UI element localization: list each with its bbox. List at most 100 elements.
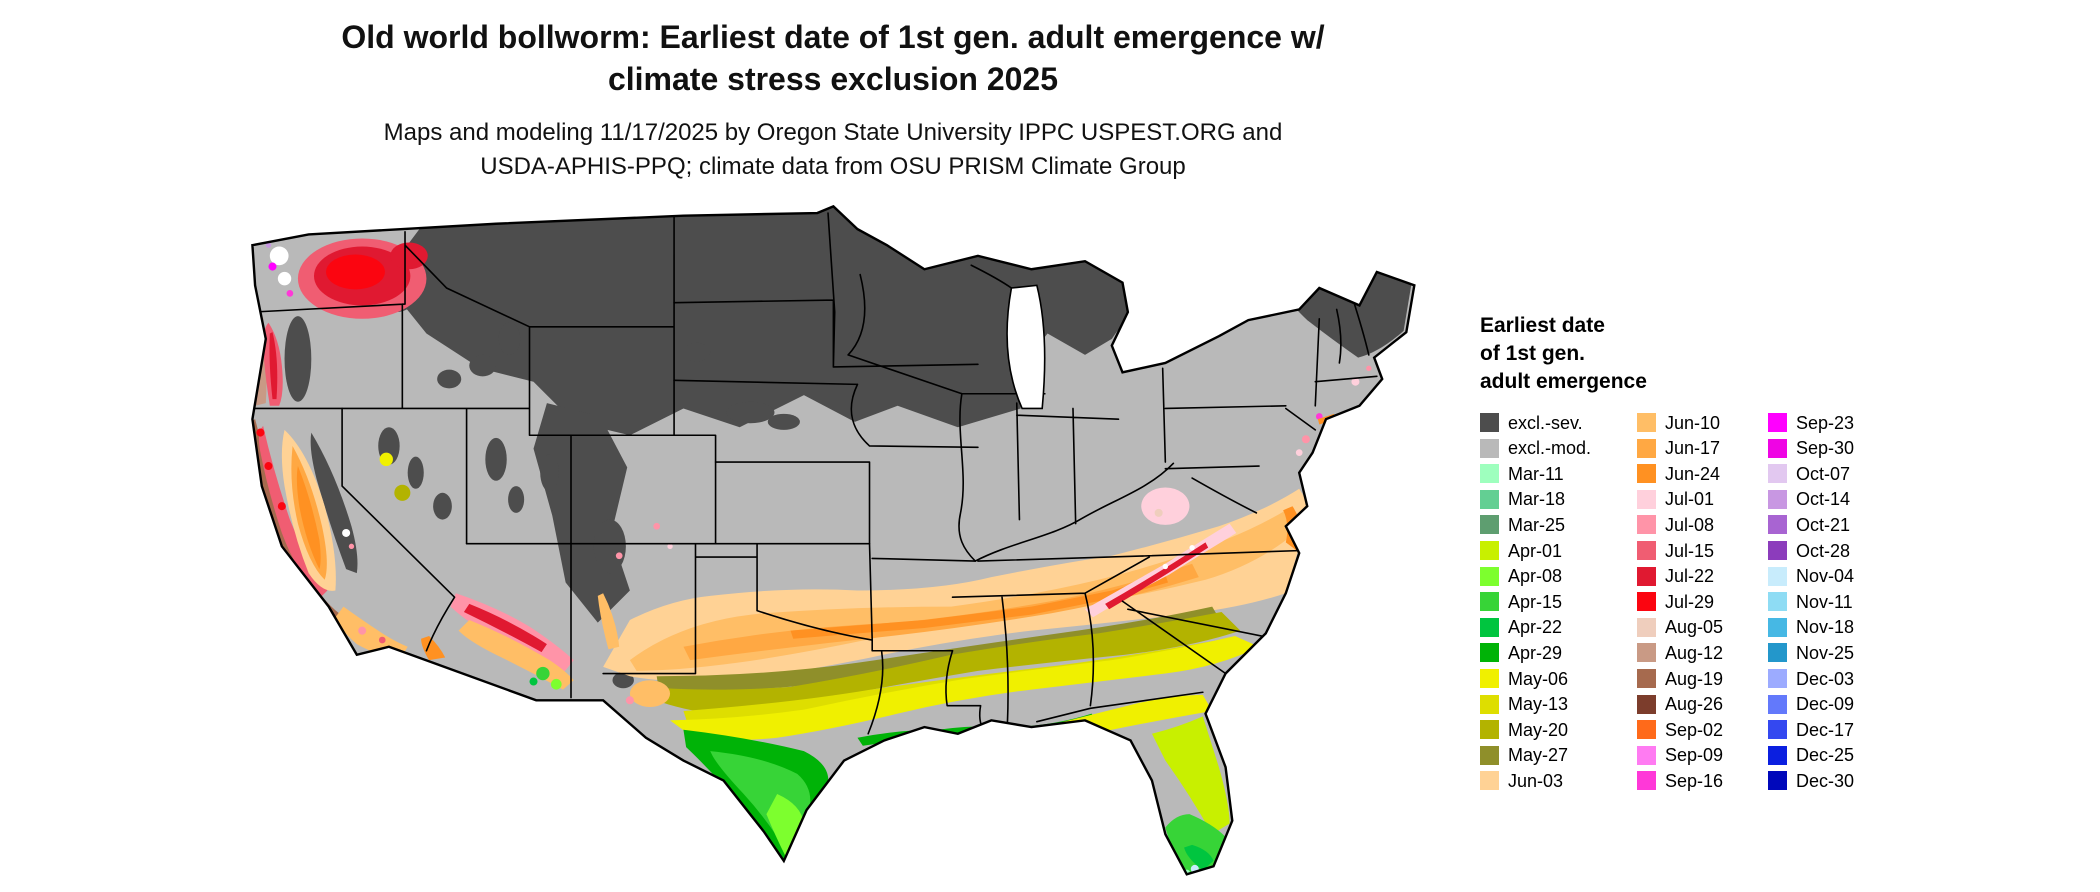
legend-title: Earliest date of 1st gen. adult emergenc… (1480, 314, 1647, 393)
legend-color-swatch (1637, 694, 1656, 714)
legend-entry: Oct-28 (1768, 538, 1910, 564)
legend-color-swatch (1637, 720, 1656, 740)
legend-color-swatch (1768, 541, 1787, 561)
legend-label: Jun-10 (1665, 412, 1721, 433)
legend-color-swatch (1768, 720, 1787, 740)
legend-label: Apr-08 (1508, 566, 1563, 587)
legend-entry: May-06 (1480, 666, 1637, 692)
region-excluded-severe (284, 206, 1412, 689)
legend-label: May-27 (1508, 745, 1569, 766)
legend-color-swatch (1637, 489, 1656, 509)
legend-color-swatch (1480, 413, 1499, 433)
legend-entry: Aug-05 (1637, 615, 1768, 641)
legend-entry: Jul-29 (1637, 589, 1768, 615)
legend-color-swatch (1480, 566, 1499, 586)
legend-entry: Dec-09 (1768, 691, 1910, 717)
legend-label: Nov-18 (1796, 617, 1855, 638)
region-arizona-newmexico (450, 552, 671, 707)
legend-entry: May-20 (1480, 717, 1637, 743)
legend-entry: Aug-12 (1637, 640, 1768, 666)
legend-label: May-13 (1508, 694, 1569, 715)
legend-color-swatch (1637, 669, 1656, 688)
legend-color-swatch (1768, 669, 1787, 688)
legend-color-swatch (1480, 489, 1499, 509)
legend-label: Oct-07 (1796, 463, 1851, 484)
legend-color-swatch (1637, 541, 1656, 561)
legend-entry: Mar-18 (1480, 487, 1637, 513)
page-title-line1: Old world bollworm: Earliest date of 1st… (341, 19, 1325, 55)
legend-label: Mar-18 (1508, 489, 1566, 510)
legend-color-swatch (1768, 771, 1787, 791)
legend-entry: excl.-sev. (1480, 410, 1637, 436)
legend-label: Mar-11 (1508, 463, 1564, 484)
region-interior-west-accents (379, 452, 673, 550)
legend-label: Jul-29 (1665, 591, 1715, 612)
region-early-may-band (670, 636, 1260, 740)
legend-entry: Nov-25 (1768, 640, 1910, 666)
legend-entry: Nov-11 (1768, 589, 1910, 615)
legend-color-swatch (1480, 592, 1499, 612)
legend-color-swatch (1768, 489, 1787, 509)
legend-color-swatch (1480, 694, 1499, 714)
subtitle: Maps and modeling 11/17/2025 by Oregon S… (200, 116, 1466, 183)
legend-entry: Apr-01 (1480, 538, 1637, 564)
legend-entry: Jul-08 (1637, 512, 1768, 538)
legend-grid: excl.-sev. excl.-mod. Mar-11 Mar-18 Mar-25 Ap… (1480, 410, 1920, 794)
legend-label: Nov-25 (1796, 642, 1855, 663)
legend-entry: May-27 (1480, 742, 1637, 768)
legend-label: Aug-19 (1665, 668, 1724, 689)
legend-entry: Sep-23 (1768, 410, 1910, 436)
legend-entry: Jun-24 (1637, 461, 1768, 487)
legend-color-swatch (1637, 438, 1656, 458)
legend-label: Sep-02 (1665, 719, 1724, 740)
legend-entry: Nov-04 (1768, 563, 1910, 589)
legend-entry: Sep-02 (1637, 717, 1768, 743)
legend-label: Sep-16 (1665, 770, 1724, 791)
legend-entry: Apr-29 (1480, 640, 1637, 666)
legend-label: May-06 (1508, 668, 1569, 689)
region-pacific-northwest (252, 238, 428, 406)
subtitle-line2: USDA-APHIS-PPQ; climate data from OSU PR… (480, 153, 1186, 181)
legend-column-1: excl.-sev. excl.-mod. Mar-11 Mar-18 Mar-25 Ap… (1480, 410, 1637, 794)
legend-color-swatch (1768, 464, 1787, 484)
legend-color-swatch (1768, 745, 1787, 765)
legend-label: Jul-15 (1665, 540, 1715, 561)
legend-entry: Apr-08 (1480, 563, 1637, 589)
legend-label: Aug-12 (1665, 642, 1724, 663)
legend-column-2: Jun-10 Jun-17 Jun-24 Jul-01 Jul-08 Jul-15 Jul-… (1637, 410, 1768, 794)
legend-label: Jul-22 (1665, 566, 1715, 587)
legend-label: Dec-30 (1796, 770, 1855, 791)
legend-entry: Dec-17 (1768, 717, 1910, 743)
legend-entry: Mar-11 (1480, 461, 1637, 487)
legend-label: Sep-09 (1665, 745, 1724, 766)
legend-label: Oct-21 (1796, 514, 1851, 535)
legend-color-swatch (1480, 720, 1499, 740)
header: Old world bollworm: Earliest date of 1st… (200, 16, 1466, 184)
legend-color-swatch (1637, 643, 1656, 663)
legend-label: Jul-08 (1665, 514, 1715, 535)
legend-entry: Oct-07 (1768, 461, 1910, 487)
legend-entry: Apr-22 (1480, 615, 1637, 641)
legend-color-swatch (1637, 566, 1656, 586)
legend-label: Apr-15 (1508, 591, 1563, 612)
legend-entry: Aug-19 (1637, 666, 1768, 692)
legend-entry: Sep-09 (1637, 742, 1768, 768)
legend-label: Aug-05 (1665, 617, 1724, 638)
legend-color-swatch (1480, 669, 1499, 688)
legend-color-swatch (1768, 413, 1787, 433)
legend-color-swatch (1637, 413, 1656, 433)
legend-entry: Oct-14 (1768, 487, 1910, 513)
lake-michigan (1006, 284, 1046, 410)
legend-color-swatch (1768, 566, 1787, 586)
legend-entry: Dec-25 (1768, 742, 1910, 768)
legend-entry: Jul-22 (1637, 563, 1768, 589)
legend-entry: Oct-21 (1768, 512, 1910, 538)
legend-color-swatch (1480, 771, 1499, 791)
legend-entry: Aug-26 (1637, 691, 1768, 717)
legend: Earliest date of 1st gen. adult emergenc… (1480, 312, 1920, 794)
legend-entry: May-13 (1480, 691, 1637, 717)
legend-color-swatch (1480, 643, 1499, 663)
legend-color-swatch (1480, 464, 1499, 484)
legend-color-swatch (1768, 643, 1787, 663)
